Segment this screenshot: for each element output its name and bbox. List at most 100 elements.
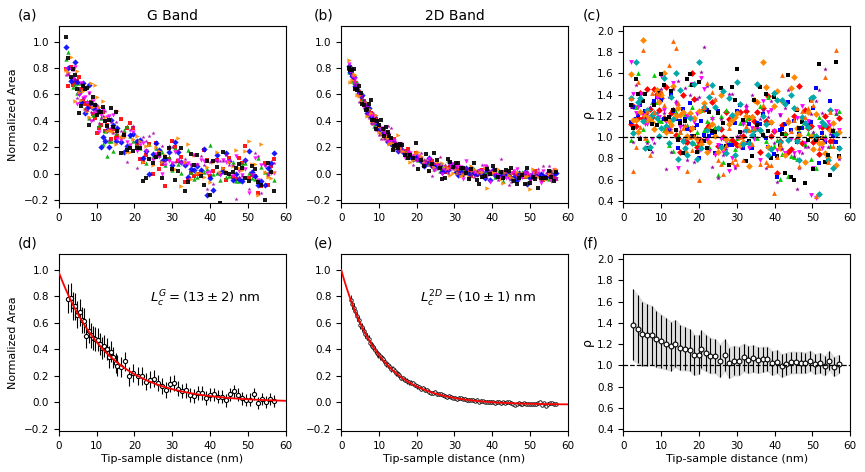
Point [826, 137, 840, 145]
Point [467, 165, 481, 172]
Point [352, 89, 366, 97]
Point [714, 135, 727, 143]
Point [626, 167, 640, 175]
Point [342, 65, 356, 73]
Point [470, 177, 484, 184]
Point [472, 169, 486, 177]
Point [678, 115, 692, 123]
Point [636, 46, 650, 53]
Point [742, 120, 756, 127]
Point [798, 120, 812, 127]
Point [810, 84, 823, 92]
Point [756, 106, 770, 114]
Point [832, 153, 846, 160]
Point [705, 98, 719, 106]
Point [96, 109, 110, 116]
Point [395, 144, 409, 152]
Point [650, 99, 663, 106]
Point [523, 172, 537, 179]
Point [470, 169, 484, 177]
Point [765, 132, 778, 140]
Point [66, 84, 80, 91]
Point [705, 129, 719, 137]
Point [515, 169, 529, 177]
Point [74, 79, 87, 87]
Point [823, 97, 837, 105]
Point [727, 96, 741, 103]
Point [241, 177, 255, 185]
Point [60, 55, 74, 63]
Point [681, 112, 695, 120]
Point [388, 141, 401, 148]
Point [657, 110, 670, 117]
Point [425, 162, 439, 170]
Point [406, 152, 420, 160]
Point [76, 79, 90, 87]
Point [761, 127, 775, 135]
Point [366, 117, 380, 125]
Point [673, 128, 687, 136]
Point [739, 122, 753, 129]
Point [526, 168, 540, 175]
Point [681, 156, 695, 163]
Point [671, 77, 685, 85]
Point [384, 141, 398, 148]
Point [705, 88, 719, 96]
Point [652, 88, 666, 96]
Point [509, 166, 523, 173]
Point [739, 101, 753, 109]
Point [117, 133, 131, 140]
Point [631, 90, 645, 97]
Point [829, 59, 843, 66]
Point [343, 67, 357, 75]
Point [60, 65, 74, 73]
Point [156, 142, 170, 149]
Point [414, 156, 428, 164]
Point [536, 173, 550, 181]
Point [446, 160, 460, 168]
Point [742, 144, 756, 152]
Point [823, 126, 837, 134]
Point [486, 162, 500, 169]
Point [188, 151, 202, 159]
Point [659, 122, 673, 129]
Point [470, 168, 484, 175]
Point [379, 123, 393, 131]
Point [756, 110, 770, 118]
Point [359, 107, 373, 114]
Point [207, 180, 221, 187]
Point [664, 110, 678, 117]
Point [462, 173, 476, 180]
Point [417, 159, 431, 167]
Point [209, 157, 223, 164]
Point [86, 110, 100, 118]
Point [139, 142, 153, 150]
Point [700, 118, 714, 125]
Point [636, 114, 650, 122]
Point [102, 116, 116, 123]
Point [430, 161, 444, 169]
Point [694, 144, 708, 152]
Point [375, 130, 389, 137]
Point [420, 158, 433, 166]
Point [64, 74, 78, 81]
Point [393, 144, 407, 152]
Point [792, 162, 806, 170]
Point [440, 157, 454, 164]
Point [491, 176, 505, 184]
Point [526, 174, 540, 181]
Point [795, 114, 809, 121]
Point [806, 101, 820, 109]
Point [521, 180, 535, 187]
Point [362, 111, 376, 118]
Point [626, 124, 640, 132]
Point [662, 139, 676, 147]
Point [382, 135, 396, 143]
Point [345, 72, 359, 80]
Point [438, 166, 452, 174]
Point [379, 129, 393, 137]
Point [403, 149, 417, 157]
Point [267, 155, 281, 163]
Point [354, 91, 368, 98]
Point [778, 120, 792, 127]
